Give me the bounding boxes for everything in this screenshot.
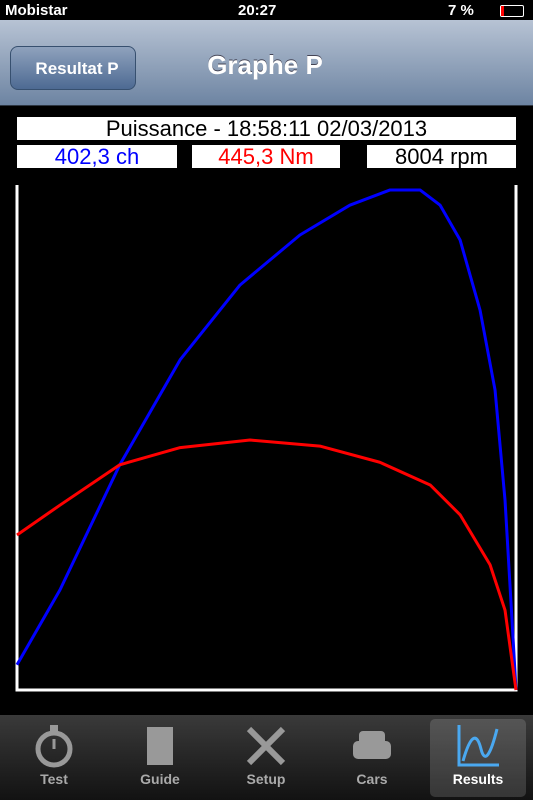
tab-label: Test bbox=[40, 771, 68, 787]
status-bar: Mobistar 20:27 7 % bbox=[0, 0, 533, 20]
nav-bar: Resultat P Graphe P bbox=[0, 20, 533, 106]
tab-icon bbox=[35, 725, 73, 768]
carrier: Mobistar bbox=[5, 2, 68, 19]
back-button[interactable]: Resultat P bbox=[10, 46, 136, 90]
power-readout: 402,3 ch bbox=[17, 145, 177, 168]
battery-icon bbox=[500, 5, 524, 17]
tab[interactable]: Results bbox=[430, 719, 526, 797]
battery-text: 7 % bbox=[448, 2, 474, 19]
rpm-readout: 8004 rpm bbox=[367, 145, 516, 168]
plot-frame bbox=[15, 185, 518, 692]
tab[interactable]: Guide bbox=[112, 719, 208, 797]
tab-label: Cars bbox=[356, 771, 388, 787]
tab-label: Results bbox=[452, 771, 504, 787]
tab-bar: Test Guide Setup Cars Results bbox=[0, 715, 533, 800]
clock: 20:27 bbox=[238, 2, 277, 19]
tab[interactable]: Setup bbox=[218, 719, 314, 797]
nav-title: Graphe P bbox=[207, 50, 323, 80]
tab-icon bbox=[457, 725, 499, 767]
chart-title: Puissance - 18:58:11 02/03/2013 bbox=[17, 117, 516, 140]
tab-icon bbox=[353, 731, 391, 759]
tab-icon bbox=[147, 727, 173, 765]
tab-label: Guide bbox=[140, 771, 180, 787]
tab[interactable]: Test bbox=[6, 719, 102, 797]
series-line bbox=[16, 438, 518, 691]
torque-readout: 445,3 Nm bbox=[192, 145, 340, 168]
tab-label: Setup bbox=[246, 771, 286, 787]
tab-icon bbox=[246, 726, 286, 766]
series-line bbox=[15, 188, 518, 691]
tab[interactable]: Cars bbox=[324, 719, 420, 797]
